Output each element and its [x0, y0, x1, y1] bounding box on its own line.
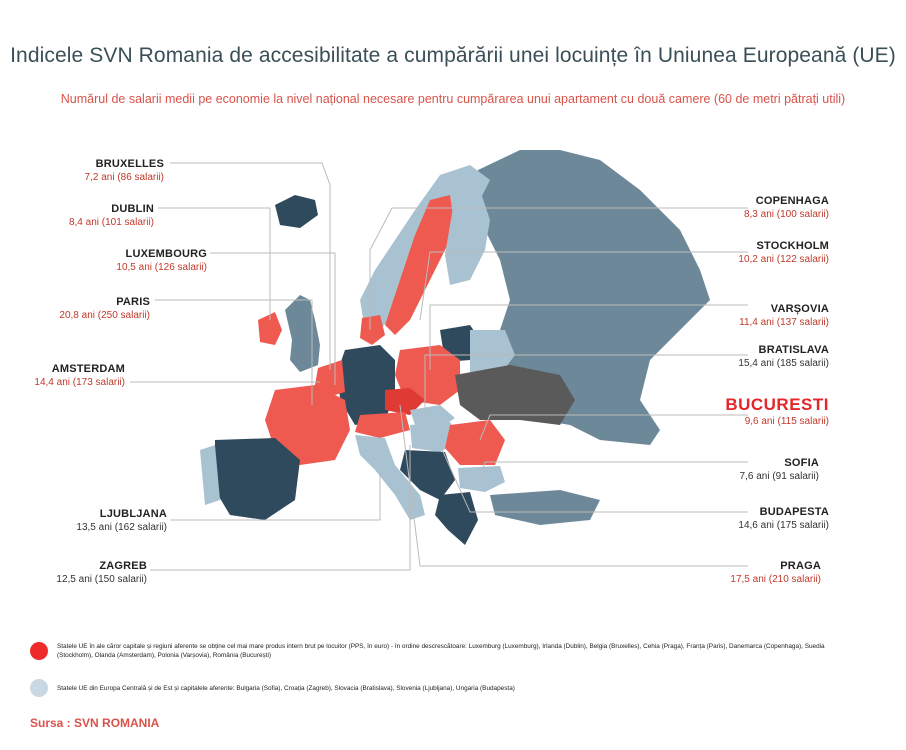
city-label-dublin: DUBLIN 8,4 ani (101 salarii)	[42, 203, 154, 229]
belarus	[470, 330, 515, 375]
city-name: PARIS	[116, 296, 150, 308]
greece	[435, 492, 478, 545]
legend-red-dot	[30, 642, 48, 660]
slovakia	[410, 405, 455, 428]
legend-lightblue-dot	[30, 679, 48, 697]
city-value: 17,5 ani (210 salarii)	[730, 574, 821, 585]
legend-text-blue: Statele UE din Europa Centrală și de Est…	[57, 685, 515, 692]
city-name: BRATISLAVA	[758, 344, 829, 356]
portugal	[200, 445, 220, 505]
source-label: Sursa : SVN ROMANIA	[30, 716, 160, 730]
sweden	[385, 195, 455, 335]
italy	[355, 435, 425, 520]
city-name: SOFIA	[784, 457, 819, 469]
ireland	[258, 312, 282, 345]
city-value: 9,6 ani (115 salarii)	[744, 416, 829, 427]
finland	[445, 190, 490, 285]
city-label-amsterdam: AMSTERDAM 14,4 ani (173 salarii)	[15, 363, 125, 389]
city-name: COPENHAGA	[755, 195, 829, 207]
city-name: STOCKHOLM	[756, 240, 829, 252]
city-value: 10,2 ani (122 salarii)	[738, 254, 829, 265]
city-value: 20,8 ani (250 salarii)	[59, 310, 150, 321]
ukraine	[455, 365, 575, 425]
city-name: BUDAPESTA	[759, 506, 829, 518]
romania	[445, 420, 505, 465]
city-value: 7,2 ani (86 salarii)	[84, 172, 164, 183]
czechia	[385, 388, 425, 415]
germany	[338, 345, 395, 425]
united-kingdom	[285, 295, 320, 372]
benelux	[315, 360, 345, 398]
city-label-bucuresti: BUCURESTI 9,6 ani (115 salarii)	[680, 395, 829, 428]
city-label-sofia: SOFIA 7,6 ani (91 salarii)	[712, 457, 819, 483]
france	[265, 385, 350, 465]
page-title: Indicele SVN Romania de accesibilitate a…	[10, 44, 896, 67]
city-label-ljubljana: LJUBLJANA 13,5 ani (162 salarii)	[55, 508, 167, 534]
city-value: 14,6 ani (175 salarii)	[738, 520, 829, 531]
city-label-zagreb: ZAGREB 12,5 ani (150 salarii)	[35, 560, 147, 586]
city-label-bruxelles: BRUXELLES 7,2 ani (86 salarii)	[52, 158, 164, 184]
city-value: 15,4 ani (185 salarii)	[738, 358, 829, 369]
city-label-copenhaga: COPENHAGA 8,3 ani (100 salarii)	[712, 195, 829, 221]
city-name: PRAGA	[780, 560, 821, 572]
city-name: AMSTERDAM	[51, 363, 125, 375]
city-name: BUCURESTI	[725, 395, 829, 414]
city-label-paris: PARIS 20,8 ani (250 salarii)	[40, 296, 150, 322]
iceland	[275, 195, 318, 228]
city-value: 8,4 ani (101 salarii)	[68, 217, 154, 228]
city-value: 12,5 ani (150 salarii)	[56, 574, 147, 585]
austria	[355, 412, 410, 438]
page-subtitle: Numărul de salarii medii pe economie la …	[60, 92, 846, 106]
city-value: 8,3 ani (100 salarii)	[743, 209, 829, 220]
legend-text-red: Statele UE în ale căror capitale și regi…	[57, 643, 825, 659]
city-value: 7,6 ani (91 salarii)	[739, 471, 819, 482]
city-label-varsovia: VARȘOVIA 11,4 ani (137 salarii)	[712, 303, 829, 329]
city-name: LJUBLJANA	[99, 508, 167, 520]
balkans	[400, 450, 455, 500]
city-name: LUXEMBOURG	[125, 248, 207, 260]
city-label-praga: PRAGA 17,5 ani (210 salarii)	[712, 560, 821, 586]
turkey	[490, 490, 600, 525]
spain	[215, 438, 300, 520]
bulgaria	[458, 466, 505, 492]
denmark	[360, 315, 385, 345]
city-value: 13,5 ani (162 salarii)	[76, 522, 167, 533]
city-name: ZAGREB	[99, 560, 147, 572]
city-name: BRUXELLES	[95, 158, 164, 170]
city-value: 10,5 ani (126 salarii)	[116, 262, 207, 273]
city-name: VARȘOVIA	[770, 303, 829, 315]
city-label-bratislava: BRATISLAVA 15,4 ani (185 salarii)	[712, 344, 829, 370]
city-name: DUBLIN	[111, 203, 154, 215]
city-label-stockholm: STOCKHOLM 10,2 ani (122 salarii)	[712, 240, 829, 266]
city-value: 11,4 ani (137 salarii)	[739, 317, 829, 328]
city-label-budapesta: BUDAPESTA 14,6 ani (175 salarii)	[712, 506, 829, 532]
city-value: 14,4 ani (173 salarii)	[34, 377, 125, 388]
city-label-luxembourg: LUXEMBOURG 10,5 ani (126 salarii)	[92, 248, 207, 274]
